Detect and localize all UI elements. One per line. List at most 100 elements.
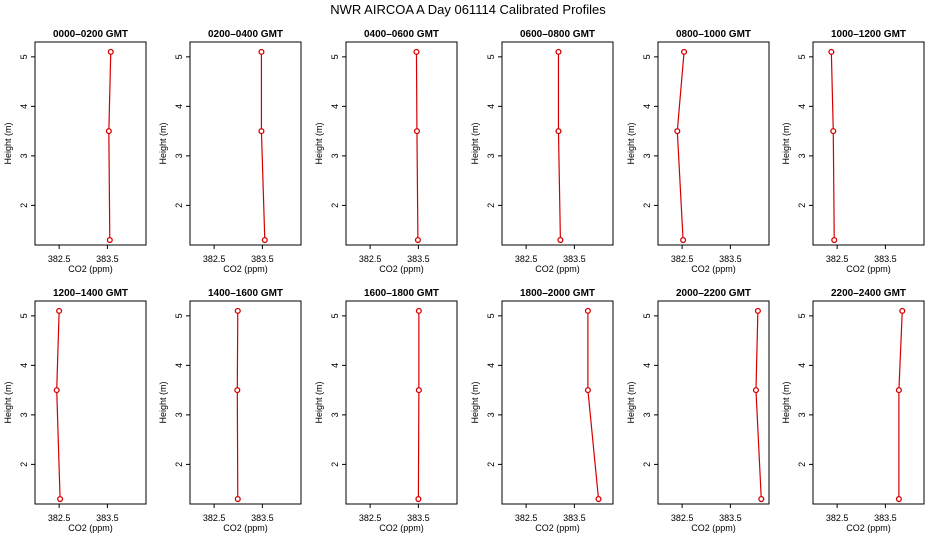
- profile-line: [557, 51, 561, 241]
- y-tick-label: 2: [19, 203, 29, 208]
- panel-title: 2000–2200 GMT: [676, 288, 751, 299]
- data-point: [828, 48, 835, 55]
- x-axis-label: CO2 (ppm): [691, 523, 736, 533]
- x-tick-label: 383.5: [719, 513, 742, 523]
- y-tick-label: 5: [330, 313, 340, 318]
- y-tick-label: 4: [797, 104, 807, 109]
- y-tick-label: 3: [19, 412, 29, 417]
- y-axis-label: Height (m): [3, 122, 13, 164]
- profile-panel: 1600–1800 GMT 382.5 383.5 2 3 4 5 CO2 (ppm) Heig…: [314, 288, 458, 533]
- profile-line: [108, 51, 112, 241]
- y-tick-label: 3: [19, 153, 29, 158]
- x-tick-label: 382.5: [826, 254, 849, 264]
- x-tick-label: 382.5: [48, 513, 71, 523]
- profile-panel: 0200–0400 GMT 382.5 383.5 2 3 4 5 CO2 (ppm) Heig…: [158, 29, 302, 274]
- x-tick-label: 383.5: [96, 254, 119, 264]
- y-tick-label: 2: [19, 462, 29, 467]
- y-axis-label: Height (m): [781, 122, 791, 164]
- y-tick-label: 2: [330, 462, 340, 467]
- profile-line: [830, 51, 835, 241]
- data-point: [895, 387, 902, 394]
- y-tick-label: 4: [486, 363, 496, 368]
- x-tick-label: 382.5: [203, 513, 226, 523]
- data-point: [53, 387, 60, 394]
- y-tick-label: 5: [797, 54, 807, 59]
- data-point: [584, 307, 591, 314]
- x-tick-label: 383.5: [251, 513, 274, 523]
- x-tick-label: 382.5: [515, 254, 538, 264]
- y-axis-label: Height (m): [626, 381, 636, 423]
- y-tick-label: 2: [174, 203, 184, 208]
- figure-title: NWR AIRCOA A Day 061114 Calibrated Profi…: [330, 2, 606, 17]
- y-axis-label: Height (m): [470, 122, 480, 164]
- x-tick-label: 383.5: [96, 513, 119, 523]
- y-tick-label: 4: [486, 104, 496, 109]
- x-tick-label: 383.5: [407, 513, 430, 523]
- profile-panel: 1400–1600 GMT 382.5 383.5 2 3 4 5 CO2 (ppm) Heig…: [158, 288, 302, 533]
- y-tick-label: 5: [486, 54, 496, 59]
- plot-frame: [345, 41, 458, 246]
- panel-title: 1800–2000 GMT: [520, 288, 595, 299]
- x-axis-label: CO2 (ppm): [68, 523, 113, 533]
- data-point: [752, 387, 760, 394]
- x-tick-label: 382.5: [203, 254, 226, 264]
- x-axis-label: CO2 (ppm): [846, 264, 891, 274]
- panel-title: 0000–0200 GMT: [53, 29, 128, 40]
- data-point: [234, 387, 241, 394]
- y-tick-label: 4: [330, 104, 340, 109]
- y-tick-label: 2: [174, 462, 184, 467]
- panel-title: 2200–2400 GMT: [831, 288, 906, 299]
- panel-title: 0800–1000 GMT: [676, 29, 751, 40]
- data-point: [555, 128, 562, 135]
- x-axis-label: CO2 (ppm): [379, 523, 424, 533]
- plot-frame: [657, 41, 770, 246]
- data-point: [555, 48, 562, 55]
- y-axis-label: Height (m): [470, 381, 480, 423]
- data-point: [261, 237, 268, 244]
- y-tick-label: 4: [19, 104, 29, 109]
- x-tick-label: 383.5: [874, 254, 897, 264]
- y-tick-label: 4: [642, 363, 652, 368]
- panel-title: 0400–0600 GMT: [364, 29, 439, 40]
- profile-panel: 2200–2400 GMT 382.5 383.5 2 3 4 5 CO2 (ppm) Heig…: [781, 288, 925, 533]
- panel-title: 1200–1400 GMT: [53, 288, 128, 299]
- x-axis-label: CO2 (ppm): [223, 523, 268, 533]
- data-point: [754, 307, 761, 314]
- y-tick-label: 2: [486, 203, 496, 208]
- y-tick-label: 5: [642, 54, 652, 59]
- y-tick-label: 5: [174, 313, 184, 318]
- y-axis-label: Height (m): [158, 122, 168, 164]
- data-point: [56, 307, 63, 314]
- plot-frame: [345, 300, 458, 505]
- data-point: [106, 237, 113, 244]
- plot-frame: [501, 300, 614, 505]
- x-axis-label: CO2 (ppm): [535, 264, 580, 274]
- plot-frame: [812, 41, 925, 246]
- x-tick-label: 383.5: [407, 254, 430, 264]
- data-point: [681, 48, 688, 55]
- profile-panel: 1200–1400 GMT 382.5 383.5 2 3 4 5 CO2 (ppm) Heig…: [3, 288, 147, 533]
- y-tick-label: 3: [486, 153, 496, 158]
- y-axis-label: Height (m): [314, 381, 324, 423]
- plot-frame: [657, 300, 770, 505]
- panel-title: 1000–1200 GMT: [831, 29, 906, 40]
- plot-frame: [34, 41, 147, 246]
- data-point: [258, 48, 265, 55]
- y-tick-label: 5: [486, 313, 496, 318]
- profile-line: [898, 310, 903, 500]
- profile-panel: 0800–1000 GMT 382.5 383.5 2 3 4 5 CO2 (ppm) Heig…: [626, 29, 770, 274]
- plot-frame: [189, 300, 302, 505]
- x-axis-label: CO2 (ppm): [68, 264, 113, 274]
- profile-line: [676, 51, 685, 241]
- x-tick-label: 382.5: [359, 513, 382, 523]
- data-point: [758, 495, 765, 503]
- y-tick-label: 5: [19, 313, 29, 318]
- data-point: [414, 237, 421, 244]
- y-axis-label: Height (m): [158, 381, 168, 423]
- y-tick-label: 3: [797, 412, 807, 417]
- y-tick-label: 4: [174, 104, 184, 109]
- data-point: [413, 128, 420, 135]
- y-tick-label: 4: [330, 363, 340, 368]
- y-tick-label: 2: [330, 203, 340, 208]
